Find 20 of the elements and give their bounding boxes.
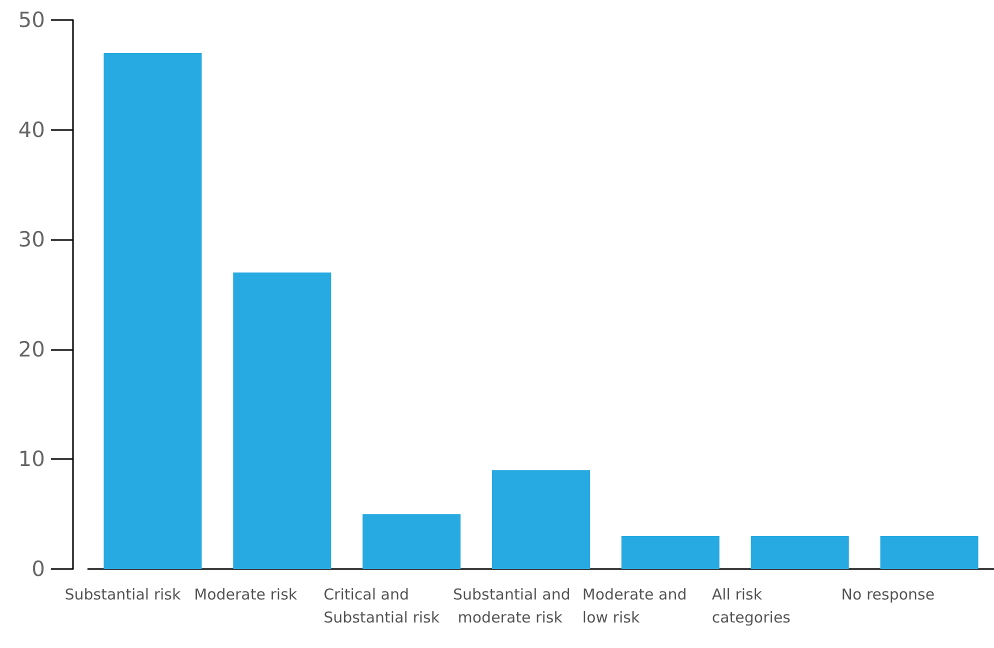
bar <box>492 470 590 569</box>
y-tick-label: 30 <box>18 228 45 252</box>
y-tick-label: 0 <box>32 557 45 581</box>
x-tick-label: Substantial and moderate risk <box>453 586 570 626</box>
bar <box>750 536 849 569</box>
y-tick-label: 40 <box>18 118 45 142</box>
x-tick-label: No response <box>841 586 935 604</box>
bar <box>233 272 332 569</box>
bar <box>880 536 978 569</box>
y-tick-label: 10 <box>18 447 45 472</box>
x-tick-label: Moderate risk <box>194 586 298 604</box>
y-tick-label: 20 <box>18 337 45 362</box>
x-tick-label: Critical and Substantial risk <box>324 586 440 626</box>
x-tick-label: Substantial risk <box>64 586 181 604</box>
bar <box>104 52 202 569</box>
x-tick-label: All risk categories <box>712 586 791 626</box>
x-tick-label: Moderate and low risk <box>582 586 692 626</box>
y-tick-label: 50 <box>18 8 45 32</box>
bar <box>621 536 720 569</box>
bar <box>362 514 461 569</box>
